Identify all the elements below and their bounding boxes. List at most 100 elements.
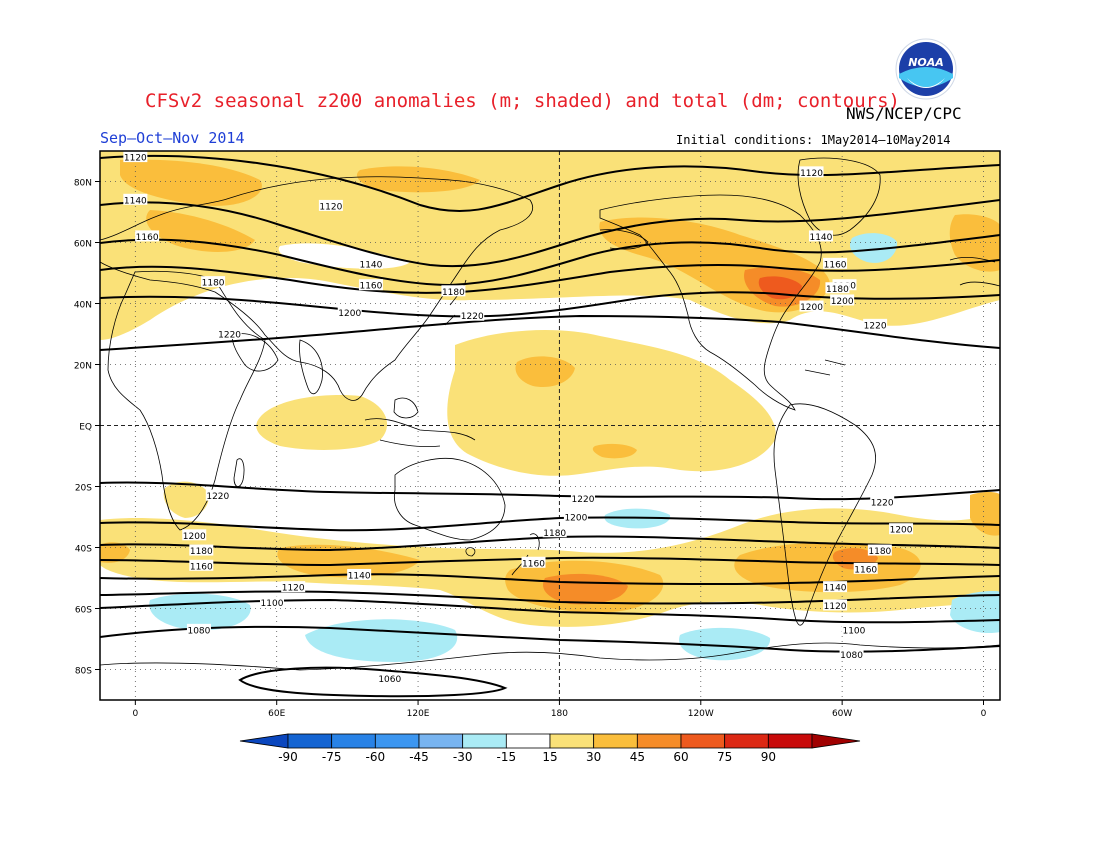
contour-label-bg <box>823 581 848 593</box>
anomaly-area <box>849 233 898 263</box>
contour-line <box>100 154 1000 213</box>
lon-tick-label: 0 <box>132 709 138 719</box>
colorbar-label: 75 <box>717 750 732 764</box>
contour-label: 1160 <box>190 562 213 572</box>
contour-label-bg <box>823 257 848 269</box>
anomaly-area <box>305 619 458 662</box>
colorbar-swatch <box>680 733 726 749</box>
initial-conditions-label: Initial conditions: 1May2014–10May2014 <box>676 133 951 147</box>
contour-label-bg <box>808 230 833 242</box>
contour-label: 1200 <box>800 303 823 313</box>
colorbar-arrow-low <box>239 733 289 749</box>
coastline-arabia <box>231 333 279 372</box>
contour-label: 1140 <box>809 233 832 243</box>
logo-text: NOAA <box>908 56 944 69</box>
contour-label-bg <box>841 623 866 635</box>
contour-line <box>100 573 1000 586</box>
contour-label: 1180 <box>202 279 225 289</box>
contour-label: 1220 <box>572 495 595 505</box>
contour-label-bg <box>358 279 383 291</box>
colorbar-swatch <box>287 733 333 749</box>
contour-label-bg <box>123 193 148 205</box>
colorbar: -90 -75 -60 -45 -30 -15 15 30 45 60 75 90 <box>239 733 861 764</box>
colorbar-label: -75 <box>322 750 342 764</box>
coastline-africa <box>107 270 266 531</box>
contour-label: 1200 <box>564 514 587 524</box>
lat-tick-label: 80S <box>75 667 92 677</box>
contour-label: 1220 <box>871 498 894 508</box>
colorbar-swatch <box>767 733 813 749</box>
coastline-indonesia <box>364 418 476 448</box>
colorbar-label: -15 <box>497 750 517 764</box>
contour-line <box>100 234 1000 287</box>
anomaly-area <box>356 166 480 193</box>
noaa-logo-icon: NOAA <box>895 38 957 100</box>
contour-label: 1180 <box>190 547 213 557</box>
contour-label: 1080 <box>840 651 863 661</box>
contour-label: 1200 <box>338 309 361 319</box>
lat-tick-label: 20S <box>75 484 92 494</box>
contour-label-bg <box>563 511 588 522</box>
contour-label-bg <box>205 489 230 501</box>
colorbar-swatch <box>374 733 420 749</box>
contour-label-bg <box>281 581 306 593</box>
contour-label-bg <box>863 318 888 330</box>
agency-label: NWS/NCEP/CPC <box>846 104 962 123</box>
anomaly-area <box>100 542 130 563</box>
lat-tick-label: 60S <box>75 606 92 616</box>
anomaly-area <box>120 159 262 206</box>
contour-label: 1100 <box>842 626 865 636</box>
contour-label-bg <box>318 199 343 211</box>
contour-label-bg <box>189 559 214 571</box>
contour-line <box>100 291 1000 318</box>
contour-label: 1100 <box>261 599 284 609</box>
contour-label: 1160 <box>359 282 382 292</box>
coastline-caribbean <box>804 359 846 376</box>
contour-label-bg <box>186 623 211 635</box>
colorbar-swatch <box>549 733 595 749</box>
contour-label: 1180 <box>442 288 465 298</box>
lat-tick-label: 40S <box>75 545 92 555</box>
contour-label-bg <box>182 529 207 541</box>
contour-label: 1200 <box>183 532 206 542</box>
contour-label-bg <box>201 276 226 288</box>
contour-label-bg <box>358 257 383 269</box>
contour-label-bg <box>799 166 824 178</box>
contour-label: 1220 <box>206 492 229 502</box>
lon-tick-label: 60W <box>832 709 852 719</box>
coastline-south-america <box>773 403 876 626</box>
contour-label-bg <box>521 556 546 568</box>
lon-tick-label: 0 <box>981 709 987 719</box>
contour-label: 1120 <box>282 584 305 594</box>
anomaly-area <box>592 443 637 459</box>
contour-line <box>100 259 1000 294</box>
contour-label: 1200 <box>831 297 854 307</box>
colorbar-swatch <box>636 733 682 749</box>
lat-tick-label: 40N <box>74 301 92 311</box>
lat-tick-label: 60N <box>74 240 92 250</box>
contour-label: 1140 <box>359 260 382 270</box>
contour-labels: 1120 1120 1120 1140 1140 1140 1160 1160 1160 1180… <box>123 151 914 685</box>
colorbar-label: -30 <box>453 750 473 764</box>
colorbar-label: 45 <box>630 750 645 764</box>
colorbar-label: 60 <box>673 750 688 764</box>
contour-label: 1120 <box>319 202 342 212</box>
contour-line <box>100 598 1000 624</box>
contour-label-bg <box>825 282 850 294</box>
contour-label: 1180 <box>868 547 891 557</box>
axis-labels: 80N 60N 40N 20N EQ 20S 40S 60S 80S 0 60E 120E 180 120… <box>74 179 987 720</box>
contour-label-bg <box>337 306 362 318</box>
contour-line <box>100 590 1000 605</box>
contour-label: 1140 <box>348 571 371 581</box>
contour-label-bg <box>830 294 855 306</box>
contour-label-bg <box>123 151 148 163</box>
lon-tick-label: 180 <box>551 709 568 719</box>
contour-label: 1140 <box>124 196 147 206</box>
lon-tick-label: 120E <box>407 709 430 719</box>
contour-label: 1160 <box>522 559 545 569</box>
contour-label-bg <box>853 562 878 574</box>
contour-line <box>100 556 1000 567</box>
contour-label-bg <box>189 544 214 556</box>
contour-label-bg <box>460 309 485 321</box>
contour-label-bg <box>870 495 895 507</box>
